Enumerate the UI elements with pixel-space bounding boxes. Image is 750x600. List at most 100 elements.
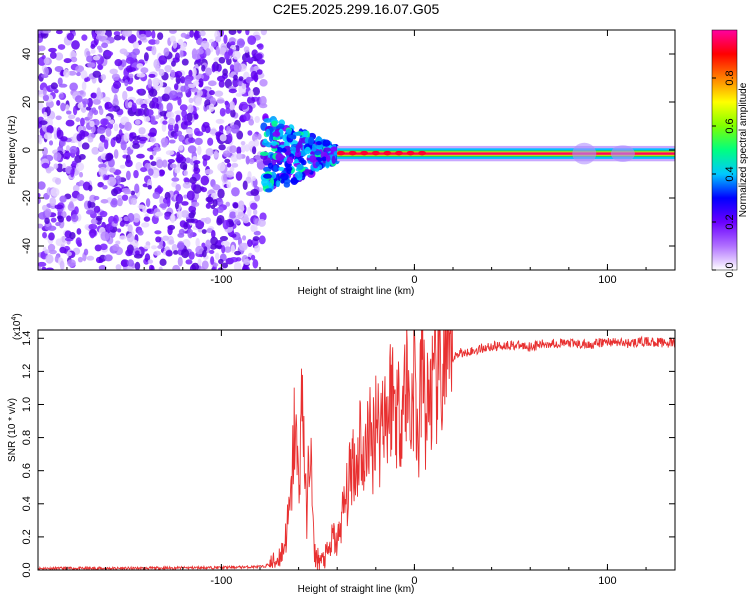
spectrogram-noise-mark <box>130 197 137 206</box>
spectrogram-noise-mark <box>187 145 197 154</box>
spectrogram-noise-mark <box>99 107 104 116</box>
spectrogram-noise-mark <box>191 201 200 207</box>
spectrogram-noise-mark <box>80 70 88 80</box>
spectrogram-noise-mark <box>38 181 46 190</box>
spectrogram-noise-mark <box>151 45 157 56</box>
spectrogram-transition-mark <box>281 147 287 153</box>
spectrogram-noise-mark <box>208 90 215 96</box>
spectrogram-noise-mark <box>183 177 190 183</box>
spectrogram-transition-mark <box>262 173 272 179</box>
spectrogram-noise-mark <box>146 208 152 213</box>
spectrogram-noise-mark <box>104 254 113 262</box>
spectrogram-noise-mark <box>117 198 123 207</box>
spectrogram-xtick-label: 0 <box>411 274 417 286</box>
spectrogram-noise-mark <box>146 147 156 152</box>
snr-ytick-label: 0.6 <box>21 463 33 478</box>
spectrogram-noise-mark <box>42 30 52 34</box>
spectrogram-noise-mark <box>143 244 151 250</box>
spectrogram-noise-mark <box>134 250 140 256</box>
spectrogram-transition-mark <box>295 144 300 153</box>
spectrogram-noise-mark <box>195 237 200 248</box>
colorbar-gradient <box>711 29 738 271</box>
spectrogram-noise-mark <box>186 190 195 201</box>
spectrogram-transition-mark <box>289 146 297 152</box>
spectrogram-noise-mark <box>189 30 195 38</box>
spectrogram-noise-mark <box>99 243 108 251</box>
spectrogram-noise-mark <box>174 70 183 78</box>
spectrogram-noise-mark <box>176 210 183 219</box>
spectrogram-noise-mark <box>148 168 154 176</box>
colorbar-ticks: 0.0 0.2 0.4 0.6 0.8 <box>712 70 736 278</box>
spectrogram-noise-mark <box>76 72 81 77</box>
spectrogram-noise-mark <box>181 201 189 206</box>
spectrogram-noise-mark <box>38 261 47 267</box>
spectrogram-noise-mark <box>216 119 224 124</box>
spectrogram-noise-mark <box>65 104 70 112</box>
spectrogram-noise-mark <box>75 162 85 171</box>
spectrogram-transition-mark <box>321 156 327 162</box>
spectrogram-noise-mark <box>128 73 134 79</box>
spectrogram-noise-mark <box>226 181 232 189</box>
spectrogram-noise-mark <box>125 249 133 257</box>
spectrogram-noise-mark <box>181 109 187 118</box>
spectrogram-noise-mark <box>88 184 93 192</box>
spectrogram-noise-mark <box>210 41 217 48</box>
spectrogram-noise-mark <box>71 40 80 50</box>
spectrogram-ytick-label: 40 <box>21 48 33 60</box>
spectrogram-noise-mark <box>236 153 243 160</box>
spectrogram-noise-mark <box>67 114 76 120</box>
spectrogram-transition-mark <box>331 155 336 165</box>
spectrogram-xtick-label: 100 <box>598 274 616 286</box>
spectrogram-noise-mark <box>87 111 93 120</box>
spectrogram-noise-mark <box>42 87 47 96</box>
spectrogram-noise-mark <box>232 202 239 209</box>
spectrogram-noise-mark <box>45 167 52 174</box>
spectrogram-noise-mark <box>232 50 241 60</box>
spectrogram-ytick-label: 0 <box>21 147 33 153</box>
spectrogram-noise-mark <box>115 264 122 270</box>
spectrogram-noise-mark <box>148 88 158 97</box>
spectrogram-noise-mark <box>87 97 93 108</box>
spectrogram-noise-mark <box>205 67 212 76</box>
spectrogram-noise-mark <box>79 90 84 95</box>
spectrogram-noise-mark <box>158 68 165 77</box>
spectrogram-transition-mark <box>285 128 292 135</box>
snr-series-line <box>38 330 675 570</box>
spectrogram-noise-mark <box>161 93 170 102</box>
spectrogram-noise-mark <box>176 151 181 159</box>
spectrogram-noise-mark <box>90 43 96 50</box>
snr-ytick-label: 0.0 <box>21 562 33 577</box>
spectrogram-noise-mark <box>158 55 168 65</box>
spectrogram-noise-mark <box>217 267 224 270</box>
spectrogram-noise-mark <box>159 203 168 209</box>
spectrogram-noise-mark <box>201 260 209 270</box>
spectrogram-noise-mark <box>66 32 75 41</box>
spectrogram-noise-mark <box>59 236 67 245</box>
spectrogram-noise-mark <box>256 69 263 75</box>
spectrogram-noise-mark <box>147 184 152 190</box>
spectrogram-noise-mark <box>117 194 123 200</box>
spectrogram-noise-mark <box>38 134 43 145</box>
spectrogram-noise-mark <box>219 134 227 142</box>
spectrogram-noise-mark <box>250 188 259 197</box>
spectrogram-noise-mark <box>218 144 226 151</box>
spectrogram-noise-mark <box>126 232 135 243</box>
spectrogram-noise-mark <box>86 106 91 111</box>
spectrogram-noise-mark <box>57 77 63 86</box>
spectrogram-noise-mark <box>196 48 204 55</box>
spectrogram-noise-mark <box>153 250 161 256</box>
spectrogram-noise-mark <box>152 191 160 200</box>
spectrogram-noise-mark <box>193 167 201 174</box>
spectrogram-noise-mark <box>180 76 186 84</box>
spectrogram-noise-mark <box>74 206 79 215</box>
spectrogram-noise-mark <box>175 184 181 192</box>
spectrogram-noise-mark <box>38 192 41 198</box>
spectrogram-ytick-label: -20 <box>21 190 33 206</box>
spectrogram-noise-mark <box>99 210 108 218</box>
spectrogram-noise-mark <box>188 251 195 260</box>
spectrogram-noise-mark <box>215 45 220 56</box>
carrier-blob <box>418 150 427 156</box>
spectrogram-noise-mark <box>241 82 247 90</box>
snr-ytick-label: 0.8 <box>21 430 33 445</box>
